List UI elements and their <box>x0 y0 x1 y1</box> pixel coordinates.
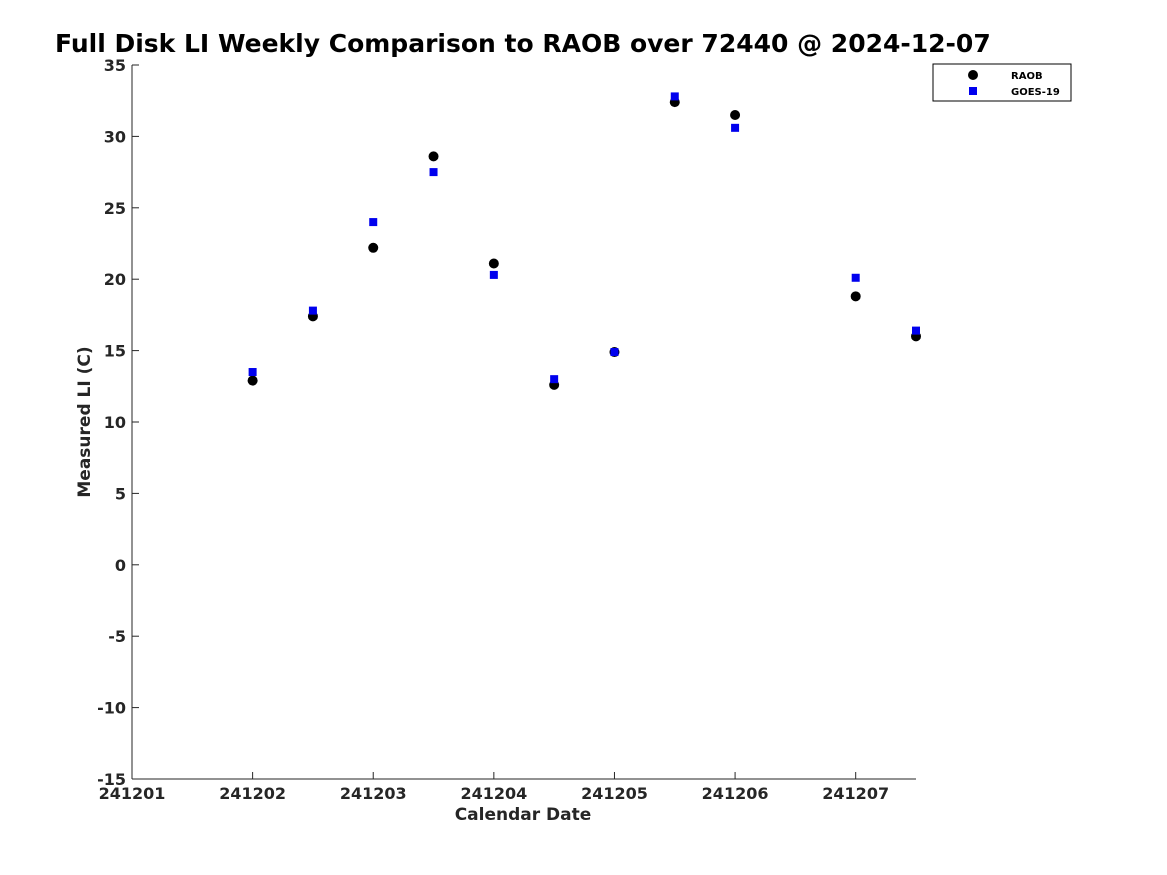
y-tick-label: -10 <box>97 699 126 718</box>
x-tick-label: 241202 <box>219 784 286 803</box>
y-tick-label: -15 <box>97 770 126 789</box>
goes-19-point <box>248 368 257 377</box>
y-tick-label: 25 <box>104 199 126 218</box>
legend-label: RAOB <box>1011 71 1043 82</box>
y-tick-label: 30 <box>104 127 126 146</box>
y-tick-label: 10 <box>104 413 126 432</box>
raob-point <box>488 258 499 269</box>
data-points <box>247 92 921 390</box>
x-tick-label: 241205 <box>581 784 648 803</box>
legend-label: GOES-19 <box>1011 87 1060 98</box>
x-tick-label: 241204 <box>460 784 527 803</box>
y-tick-label: 20 <box>104 270 126 289</box>
goes-19-point <box>369 218 378 227</box>
raob-point <box>428 151 439 162</box>
y-tick-label: -5 <box>108 627 126 646</box>
x-tick-label: 241206 <box>702 784 769 803</box>
series-raob <box>247 97 921 390</box>
raob-point <box>368 242 379 253</box>
goes-19-point <box>429 168 438 177</box>
legend-marker-raob <box>968 70 978 80</box>
raob-point <box>730 109 741 120</box>
axes: -15 -10 -5 0 5 10 15 20 25 30 35 241201 241202 241203… <box>97 56 916 803</box>
chart-title: Full Disk LI Weekly Comparison to RAOB o… <box>55 29 991 58</box>
x-tick-label: 241201 <box>99 784 166 803</box>
legend: RAOB GOES-19 <box>932 63 1072 102</box>
legend-marker-goes-19 <box>969 87 977 95</box>
x-tick-label: 241203 <box>340 784 407 803</box>
goes-19-point <box>851 273 860 282</box>
goes-19-point <box>610 348 619 357</box>
series-goes-19 <box>248 92 920 384</box>
goes-19-point <box>670 92 679 101</box>
y-tick-label: 0 <box>115 556 126 575</box>
y-tick-label: 15 <box>104 342 126 361</box>
raob-point <box>247 375 258 386</box>
goes-19-point <box>489 270 498 279</box>
legend-box <box>932 63 1072 102</box>
x-axis-label: Calendar Date <box>455 805 592 825</box>
y-tick-label: 35 <box>104 56 126 75</box>
y-tick-label: 5 <box>115 484 126 503</box>
goes-19-point <box>731 123 740 132</box>
x-tick-label: 241207 <box>822 784 889 803</box>
goes-19-point <box>550 375 559 384</box>
raob-point <box>850 291 861 302</box>
y-axis-label: Measured LI (C) <box>75 346 95 497</box>
goes-19-point <box>308 306 317 315</box>
goes-19-point <box>912 326 920 335</box>
